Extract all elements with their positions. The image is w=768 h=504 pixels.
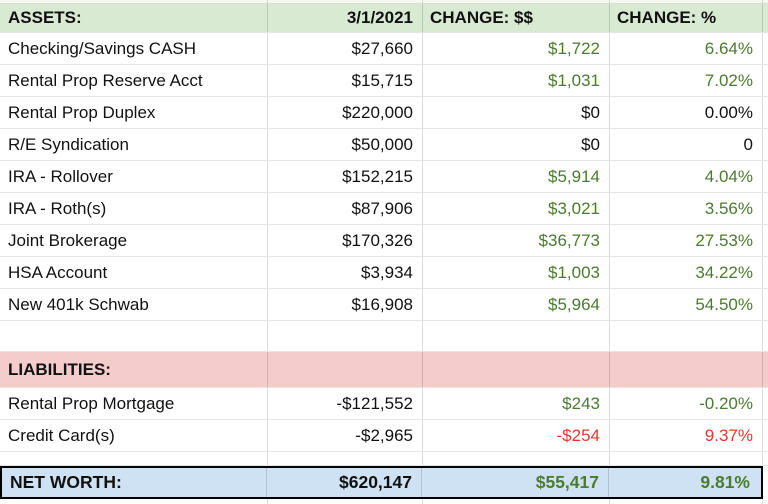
liability-pct-cell[interactable]: -0.20% bbox=[610, 388, 763, 419]
liabilities-header-row: LIABILITIES: bbox=[0, 352, 768, 388]
asset-change-cell[interactable]: $0 bbox=[423, 129, 610, 160]
asset-change-cell[interactable]: $3,021 bbox=[423, 193, 610, 224]
date-header-cell[interactable]: 3/1/2021 bbox=[268, 4, 423, 32]
assets-header-cell[interactable]: ASSETS: bbox=[0, 4, 268, 32]
asset-name-cell[interactable]: Checking/Savings CASH bbox=[0, 33, 268, 64]
asset-name-cell[interactable]: IRA - Rollover bbox=[0, 161, 268, 192]
asset-row: Joint Brokerage $170,326 $36,773 27.53% bbox=[0, 225, 768, 257]
asset-row: IRA - Rollover $152,215 $5,914 4.04% bbox=[0, 161, 768, 193]
asset-row: Checking/Savings CASH $27,660 $1,722 6.6… bbox=[0, 33, 768, 65]
asset-row: R/E Syndication $50,000 $0 0 bbox=[0, 129, 768, 161]
liability-value-cell[interactable]: -$121,552 bbox=[268, 388, 423, 419]
asset-pct-cell[interactable]: 0.00% bbox=[610, 97, 763, 128]
asset-change-cell[interactable]: $5,914 bbox=[423, 161, 610, 192]
liabilities-header-cell[interactable]: LIABILITIES: bbox=[0, 352, 268, 387]
change-dollars-header-cell[interactable]: CHANGE: $$ bbox=[423, 4, 610, 32]
partial-row-top bbox=[0, 0, 768, 4]
asset-pct-cell[interactable]: 27.53% bbox=[610, 225, 763, 256]
liability-value-cell[interactable]: -$2,965 bbox=[268, 420, 423, 451]
asset-change-cell[interactable]: $0 bbox=[423, 97, 610, 128]
asset-value-cell[interactable]: $50,000 bbox=[268, 129, 423, 160]
asset-pct-cell[interactable]: 7.02% bbox=[610, 65, 763, 96]
asset-row: Rental Prop Reserve Acct $15,715 $1,031 … bbox=[0, 65, 768, 97]
liability-row: Credit Card(s) -$2,965 -$254 9.37% bbox=[0, 420, 768, 452]
asset-row: IRA - Roth(s) $87,906 $3,021 3.56% bbox=[0, 193, 768, 225]
asset-value-cell[interactable]: $87,906 bbox=[268, 193, 423, 224]
asset-name-cell[interactable]: IRA - Roth(s) bbox=[0, 193, 268, 224]
asset-change-cell[interactable]: $5,964 bbox=[423, 289, 610, 320]
asset-change-cell[interactable]: $1,031 bbox=[423, 65, 610, 96]
net-worth-label-cell[interactable]: NET WORTH: bbox=[2, 468, 267, 497]
asset-row: New 401k Schwab $16,908 $5,964 54.50% bbox=[0, 289, 768, 321]
asset-name-cell[interactable]: New 401k Schwab bbox=[0, 289, 268, 320]
asset-change-cell[interactable]: $36,773 bbox=[423, 225, 610, 256]
liability-name-cell[interactable]: Rental Prop Mortgage bbox=[0, 388, 268, 419]
net-worth-box: NET WORTH: $620,147 $55,417 9.81% bbox=[0, 466, 763, 499]
asset-name-cell[interactable]: Rental Prop Reserve Acct bbox=[0, 65, 268, 96]
asset-change-cell[interactable]: $1,722 bbox=[423, 33, 610, 64]
liability-pct-cell[interactable]: 9.37% bbox=[610, 420, 763, 451]
thin-empty-row bbox=[0, 452, 768, 466]
assets-header-row: ASSETS: 3/1/2021 CHANGE: $$ CHANGE: % bbox=[0, 4, 768, 33]
asset-name-cell[interactable]: Joint Brokerage bbox=[0, 225, 268, 256]
asset-pct-cell[interactable]: 0 bbox=[610, 129, 763, 160]
asset-value-cell[interactable]: $170,326 bbox=[268, 225, 423, 256]
asset-pct-cell[interactable]: 3.56% bbox=[610, 193, 763, 224]
liability-change-cell[interactable]: $243 bbox=[423, 388, 610, 419]
asset-name-cell[interactable]: R/E Syndication bbox=[0, 129, 268, 160]
net-worth-row: NET WORTH: $620,147 $55,417 9.81% bbox=[0, 466, 768, 499]
asset-value-cell[interactable]: $3,934 bbox=[268, 257, 423, 288]
net-worth-pct-cell[interactable]: 9.81% bbox=[700, 472, 750, 492]
asset-name-cell[interactable]: HSA Account bbox=[0, 257, 268, 288]
liability-name-cell[interactable]: Credit Card(s) bbox=[0, 420, 268, 451]
net-worth-change-cell[interactable]: $55,417 bbox=[422, 468, 609, 497]
asset-row: HSA Account $3,934 $1,003 34.22% bbox=[0, 257, 768, 289]
asset-pct-cell[interactable]: 54.50% bbox=[610, 289, 763, 320]
liability-row: Rental Prop Mortgage -$121,552 $243 -0.2… bbox=[0, 388, 768, 420]
change-percent-header-cell[interactable]: CHANGE: % bbox=[610, 4, 763, 32]
asset-value-cell[interactable]: $16,908 bbox=[268, 289, 423, 320]
asset-row: Rental Prop Duplex $220,000 $0 0.00% bbox=[0, 97, 768, 129]
asset-value-cell[interactable]: $152,215 bbox=[268, 161, 423, 192]
asset-pct-cell[interactable]: 6.64% bbox=[610, 33, 763, 64]
asset-pct-cell[interactable]: 4.04% bbox=[610, 161, 763, 192]
partial-row-bottom bbox=[0, 499, 768, 504]
asset-value-cell[interactable]: $27,660 bbox=[268, 33, 423, 64]
asset-change-cell[interactable]: $1,003 bbox=[423, 257, 610, 288]
asset-value-cell[interactable]: $15,715 bbox=[268, 65, 423, 96]
asset-value-cell[interactable]: $220,000 bbox=[268, 97, 423, 128]
asset-pct-cell[interactable]: 34.22% bbox=[610, 257, 763, 288]
net-worth-value-cell[interactable]: $620,147 bbox=[267, 468, 422, 497]
empty-row bbox=[0, 321, 768, 352]
asset-name-cell[interactable]: Rental Prop Duplex bbox=[0, 97, 268, 128]
liability-change-cell[interactable]: -$254 bbox=[423, 420, 610, 451]
